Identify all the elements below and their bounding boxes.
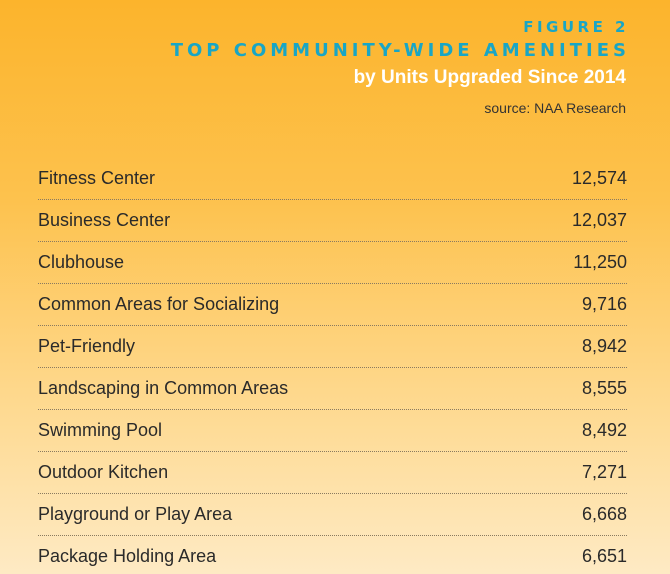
amenity-name: Pet-Friendly: [38, 336, 136, 356]
amenity-value: 12,037: [571, 210, 627, 230]
amenity-name: Clubhouse: [38, 252, 125, 272]
amenity-name: Business Center: [38, 210, 171, 230]
amenity-name: Fitness Center: [38, 168, 156, 188]
figure-title: TOP COMMUNITY-WIDE AMENITIES: [170, 40, 630, 61]
table-row: Common Areas for Socializing 9,716: [38, 284, 627, 326]
table-row: Outdoor Kitchen 7,271: [38, 452, 627, 494]
amenity-value: 12,574: [571, 168, 627, 188]
amenity-value: 6,668: [581, 504, 627, 524]
table-row: Pet-Friendly 8,942: [38, 326, 627, 368]
figure-subtitle: by Units Upgraded Since 2014: [353, 67, 626, 88]
table-row: Clubhouse 11,250: [38, 242, 627, 284]
table-row: Swimming Pool 8,492: [38, 410, 627, 452]
amenity-value: 8,942: [581, 336, 627, 356]
amenity-value: 7,271: [581, 462, 627, 482]
amenity-value: 8,555: [581, 378, 627, 398]
table-row: Package Holding Area 6,651: [38, 536, 627, 574]
amenity-name: Package Holding Area: [38, 546, 217, 566]
amenity-name: Outdoor Kitchen: [38, 462, 169, 482]
amenity-name: Landscaping in Common Areas: [38, 378, 289, 398]
amenity-name: Swimming Pool: [38, 420, 163, 440]
amenity-value: 9,716: [581, 294, 627, 314]
amenity-name: Playground or Play Area: [38, 504, 233, 524]
figure-header: FIGURE 2 TOP COMMUNITY-WIDE AMENITIES by…: [171, 16, 626, 120]
amenity-value: 8,492: [581, 420, 627, 440]
table-row: Fitness Center 12,574: [38, 158, 627, 200]
amenity-value: 6,651: [581, 546, 627, 566]
table-row: Business Center 12,037: [38, 200, 627, 242]
amenity-name: Common Areas for Socializing: [38, 294, 280, 314]
table-row: Landscaping in Common Areas 8,555: [38, 368, 627, 410]
table-row: Playground or Play Area 6,668: [38, 494, 627, 536]
amenities-table: Fitness Center 12,574 Business Center 12…: [38, 158, 627, 574]
figure-source: source: NAA Research: [484, 100, 626, 116]
figure-label: FIGURE 2: [523, 18, 629, 36]
amenity-value: 11,250: [573, 252, 627, 272]
